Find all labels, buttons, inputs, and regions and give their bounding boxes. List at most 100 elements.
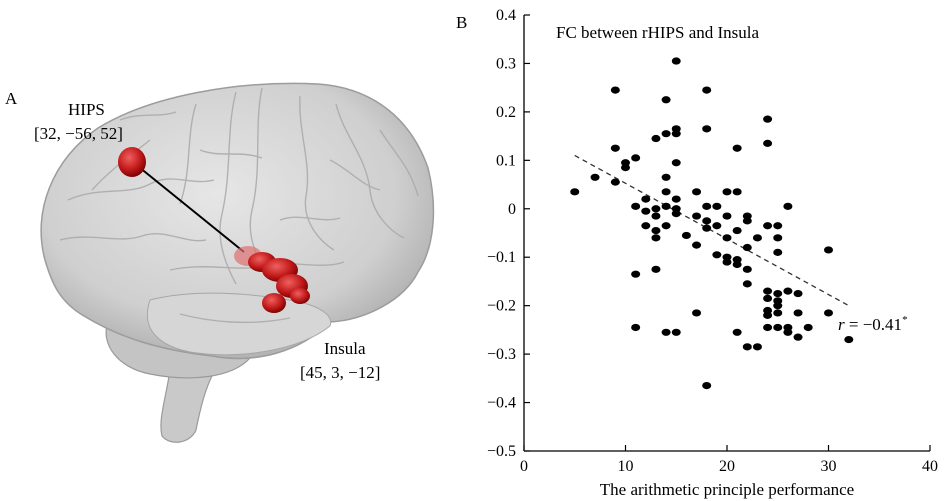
r-value: = −0.41 bbox=[845, 315, 902, 334]
data-point bbox=[732, 260, 742, 269]
panel-a-label: A bbox=[5, 89, 18, 108]
data-point bbox=[671, 159, 681, 167]
data-point bbox=[651, 205, 661, 213]
data-points bbox=[570, 57, 854, 390]
x-axis-label: The arithmetic principle performance bbox=[600, 480, 854, 499]
data-point bbox=[641, 207, 651, 215]
data-point bbox=[661, 173, 671, 181]
data-point bbox=[671, 328, 681, 336]
data-point bbox=[773, 289, 783, 298]
data-point bbox=[742, 217, 752, 225]
data-point bbox=[621, 164, 630, 172]
data-point bbox=[631, 202, 641, 210]
scatter-plot: −0.5 −0.4 −0.3 −0.2 −0.1 0 0.1 0.2 0.3 0.4 0 10 20 3… bbox=[487, 7, 938, 475]
data-point bbox=[773, 234, 783, 242]
panel-a: A bbox=[5, 82, 435, 443]
data-point bbox=[712, 251, 722, 259]
data-point bbox=[722, 234, 732, 242]
x-tick-label: 10 bbox=[618, 458, 634, 475]
data-point bbox=[752, 234, 762, 242]
data-point bbox=[752, 343, 762, 351]
data-point bbox=[651, 265, 661, 273]
x-tick-label: 0 bbox=[520, 458, 528, 475]
data-point bbox=[631, 270, 641, 278]
data-point bbox=[712, 202, 722, 210]
data-point bbox=[661, 328, 671, 336]
data-point bbox=[793, 289, 803, 298]
r-symbol: r bbox=[838, 315, 845, 334]
insula-roi bbox=[234, 246, 310, 313]
data-point bbox=[570, 188, 580, 196]
data-point bbox=[763, 294, 773, 302]
y-tick-label: −0.4 bbox=[487, 395, 516, 412]
data-point bbox=[824, 246, 833, 254]
x-tick-label: 40 bbox=[922, 458, 938, 475]
data-point bbox=[661, 222, 671, 230]
data-point bbox=[773, 222, 783, 230]
data-point bbox=[783, 202, 793, 210]
chart-title: FC between rHIPS and Insula bbox=[556, 23, 759, 42]
data-point bbox=[763, 222, 773, 230]
data-point bbox=[692, 188, 702, 196]
x-tick-label: 20 bbox=[719, 458, 735, 475]
y-tick-label: −0.2 bbox=[487, 298, 516, 315]
data-point bbox=[692, 241, 702, 249]
data-point bbox=[661, 188, 671, 196]
data-point bbox=[610, 178, 620, 186]
data-point bbox=[742, 265, 752, 273]
data-point bbox=[732, 226, 742, 235]
data-point bbox=[671, 130, 681, 138]
panel-b-label: B bbox=[456, 13, 467, 32]
data-point bbox=[651, 134, 661, 143]
y-tick-label: −0.3 bbox=[487, 346, 516, 363]
data-point bbox=[732, 144, 742, 152]
data-point bbox=[773, 302, 783, 310]
data-point bbox=[661, 202, 671, 210]
x-tick-label: 30 bbox=[821, 458, 837, 475]
data-point bbox=[702, 224, 712, 232]
insula-coordinates: [45, 3, −12] bbox=[300, 363, 380, 382]
trend-line bbox=[574, 154, 850, 307]
data-point bbox=[671, 195, 681, 203]
data-point bbox=[742, 280, 752, 288]
data-point bbox=[824, 309, 833, 317]
data-point bbox=[732, 328, 742, 336]
data-point bbox=[722, 188, 732, 196]
data-point bbox=[773, 309, 783, 317]
y-axis-ticks: −0.5 −0.4 −0.3 −0.2 −0.1 0 0.1 0.2 0.3 0.4 bbox=[487, 7, 530, 460]
data-point bbox=[742, 343, 752, 351]
y-tick-label: 0.3 bbox=[496, 55, 516, 72]
data-point bbox=[742, 243, 752, 252]
data-point bbox=[773, 323, 783, 332]
data-point bbox=[590, 173, 600, 181]
data-point bbox=[763, 139, 773, 147]
data-point bbox=[610, 144, 620, 152]
data-point bbox=[681, 231, 691, 240]
data-point bbox=[641, 222, 651, 230]
y-tick-label: 0.2 bbox=[496, 104, 516, 121]
data-point bbox=[641, 195, 651, 203]
data-point bbox=[702, 86, 712, 94]
y-tick-label: −0.1 bbox=[487, 249, 516, 266]
data-point bbox=[763, 115, 773, 123]
data-point bbox=[702, 217, 712, 225]
data-point bbox=[631, 154, 641, 162]
data-point bbox=[763, 311, 773, 319]
data-point bbox=[702, 382, 712, 390]
data-point bbox=[692, 309, 702, 317]
data-point bbox=[773, 248, 783, 256]
data-point bbox=[661, 130, 671, 138]
data-point bbox=[661, 96, 671, 104]
x-axis-ticks: 0 10 20 30 40 bbox=[520, 445, 938, 475]
data-point bbox=[692, 212, 702, 220]
data-point bbox=[844, 335, 854, 344]
data-point bbox=[712, 222, 722, 230]
hips-roi bbox=[118, 147, 146, 177]
hips-coordinates: [32, −56, 52] bbox=[34, 124, 123, 143]
data-point bbox=[763, 287, 773, 295]
data-point bbox=[803, 323, 813, 332]
panel-b: B −0.5 −0.4 −0.3 −0.2 −0.1 0 0.1 0.2 0.3 0.4 0 10 2… bbox=[456, 7, 938, 499]
y-tick-label: 0.4 bbox=[496, 7, 516, 24]
data-point bbox=[651, 212, 661, 220]
